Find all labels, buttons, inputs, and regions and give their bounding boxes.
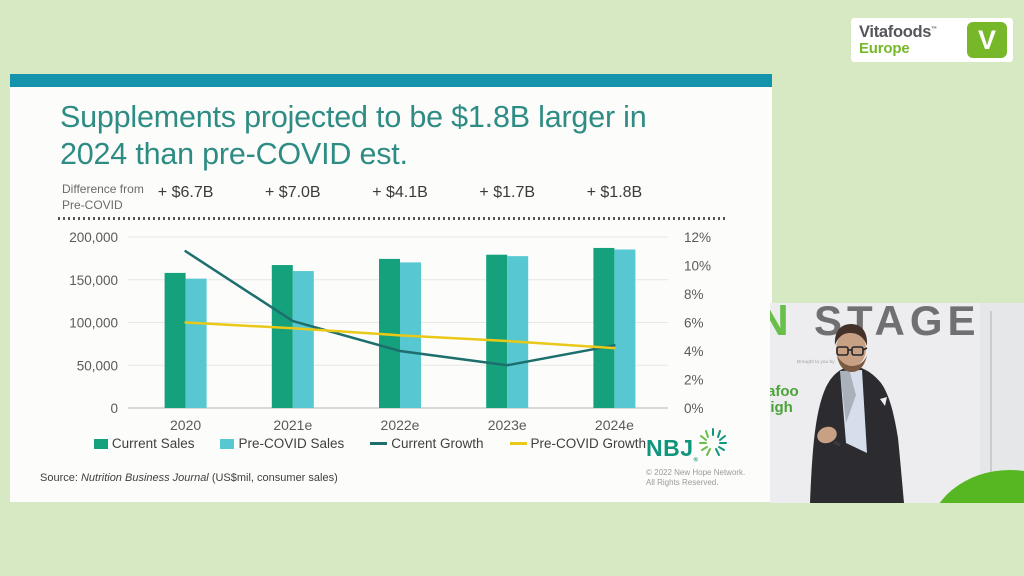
presenter-head [836,331,866,367]
difference-values-row: + $6.7B + $7.0B + $4.1B + $1.7B + $1.8B [132,184,668,202]
presenter-hand [817,426,837,444]
source-note: Source: Nutrition Business Journal (US$m… [40,472,338,484]
right-axis-tick: 0% [684,401,704,416]
slide-title-line2: 2024 than pre-COVID est. [60,137,408,172]
nbj-logo-row: NBJ® [646,427,776,464]
legend-item-pre-covid-sales: Pre-COVID Sales [220,436,344,451]
bar-current-sales-2023e [486,254,508,408]
x-axis-label: 2020 [170,417,201,433]
line-current-growth [184,250,616,367]
legend-item-pre-covid-growth: Pre-COVID Growth [509,436,647,451]
slide-accent-bar [10,74,772,87]
left-axis-tick: 200,000 [69,230,118,245]
dotted-divider [58,217,726,220]
chart-legend: Current Sales Pre-COVID Sales Current Grow… [70,436,670,451]
presentation-slide: Supplements projected to be $1.8B larger… [10,87,772,502]
nbj-starburst-icon [699,428,728,456]
bar-pre-covid-sales-2020 [185,278,207,408]
bar-pre-covid-sales-2021e [292,271,314,408]
nbj-copyright-line2: All Rights Reserved. [646,477,719,487]
presenter-hair [834,324,868,346]
partial-logo-line2: sigh [770,399,793,416]
legend-label: Current Growth [391,436,484,451]
source-prefix: Source: [40,472,81,484]
legend-label: Current Sales [111,436,195,451]
legend-item-current-sales: Current Sales [93,436,195,451]
bar-pre-covid-sales-2023e [507,256,529,408]
vitafoods-v-letter: V [977,24,996,55]
x-axis-label: 2024e [595,417,634,433]
difference-label-line1: Difference from [62,182,144,196]
right-axis-tick: 2% [684,373,704,388]
nbj-copyright: © 2022 New Hope Network. All Rights Rese… [646,468,776,489]
difference-label-line2: Pre-COVID [62,197,123,212]
source-suffix: (US$mil, consumer sales) [208,472,338,484]
right-axis-tick: 12% [684,230,711,245]
pocket-square [880,397,887,406]
legend-swatch-line [509,442,527,445]
left-axis-tick: 150,000 [69,273,118,288]
bar-current-sales-2024e [593,247,615,408]
slide-title: Supplements projected to be $1.8B larger… [60,99,750,173]
legend-swatch-bar [220,438,235,449]
legend-label: Pre-COVID Growth [530,436,647,451]
difference-value: + $1.7B [479,184,536,201]
vitafoods-brand: Vitafoods™ [859,22,937,41]
presenter-video: N STAGE Brought to you by tafoo sigh [770,303,1024,503]
left-axis-tick: 0 [110,401,118,416]
vitafoods-logo-text: Vitafoods™ Europe [859,22,937,57]
vitafoods-v-badge: V [967,22,1007,58]
legend-swatch-line [370,442,388,445]
presenter-beard [837,355,867,372]
left-axis-tick: 50,000 [77,358,118,373]
left-axis-tick: 100,000 [69,316,118,331]
bar-current-sales-2020 [164,272,186,408]
slide-title-line1: Supplements projected to be $1.8B larger… [60,100,647,134]
difference-value: + $1.8B [586,184,643,201]
green-seat [939,470,1024,503]
sales-growth-chart: 0 50,000 100,000 150,000 200,000 0% 2% 4% 6% 8% 10… [69,230,711,433]
right-axis-tick: 4% [684,344,704,359]
nbj-logo: NBJ® [646,427,776,488]
right-axis-tick: 6% [684,316,704,331]
presenter-glasses [836,346,868,356]
nbj-registered-mark: ® [693,457,699,464]
difference-value: + $6.7B [157,184,214,201]
vitafoods-trademark: ™ [931,26,937,33]
difference-value: + $4.1B [372,184,428,201]
difference-label: Difference from Pre-COVID [62,182,144,213]
right-axis-tick: 10% [684,259,711,274]
stage-backdrop-panel [980,303,1024,503]
bar-current-sales-2021e [271,265,293,408]
presenter-shirt [840,370,867,453]
backdrop-partial-letter: N [770,303,789,345]
presenter-video-scene: N STAGE Brought to you by tafoo sigh [770,303,1024,503]
legend-label: Pre-COVID Sales [238,436,345,451]
partial-logo-line1: tafoo [770,383,799,400]
source-journal: Nutrition Business Journal [80,472,209,484]
nbj-logo-text: NBJ® [646,435,699,464]
x-axis-label: 2023e [488,417,527,433]
legend-item-current-growth: Current Growth [370,436,484,451]
line-pre-covid-growth [184,321,616,350]
presenter-watch [833,440,841,447]
difference-value: + $7.0B [265,184,321,201]
bar-pre-covid-sales-2024e [614,249,636,408]
right-axis-tick: 8% [684,287,704,302]
presenter-figure [810,324,904,503]
brought-by-text: Brought to you by [797,359,835,365]
x-axis-label: 2021e [273,417,312,433]
legend-swatch-bar [93,438,108,449]
vitafoods-region: Europe [859,39,910,57]
vitafoods-logo: Vitafoods™ Europe V [851,18,1013,62]
x-axis-label: 2022e [381,417,420,433]
presenter-lapel [840,369,856,423]
nbj-copyright-line1: © 2022 New Hope Network. [646,467,746,477]
